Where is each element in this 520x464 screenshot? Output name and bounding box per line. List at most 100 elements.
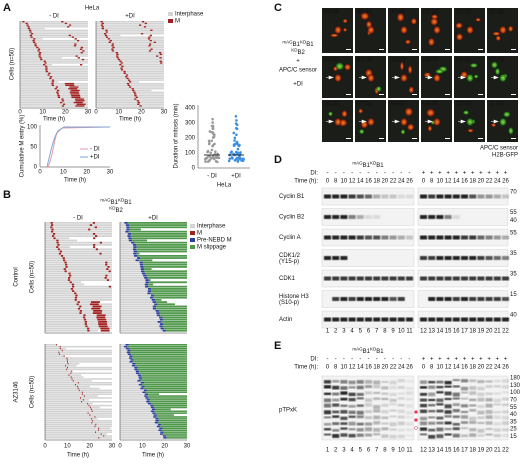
cell [367, 25, 375, 35]
cell [425, 108, 436, 118]
raster-bar [45, 385, 91, 388]
blot [321, 249, 415, 267]
raster-bar [160, 425, 187, 428]
cell [434, 68, 445, 75]
raster-bar [74, 98, 85, 100]
raster-bar [45, 368, 112, 371]
raster-bar [154, 303, 158, 306]
band [469, 421, 477, 424]
mw-label: 40 [510, 412, 517, 418]
label: + [430, 171, 434, 177]
cell [334, 61, 345, 71]
raster-bar [45, 296, 112, 299]
raster-bar [133, 246, 137, 248]
raster-bar [153, 414, 157, 416]
row-label: Histone H3 [279, 294, 309, 300]
raster-bar [45, 235, 112, 237]
label: - [384, 357, 386, 363]
band [340, 386, 348, 390]
raster-bar [45, 357, 112, 359]
label: 24 [494, 179, 501, 185]
raster-bar [120, 408, 171, 411]
band [461, 386, 468, 391]
raster-bar [112, 46, 115, 49]
band [389, 392, 397, 397]
raster-bar [56, 89, 60, 92]
raster-bar [131, 241, 135, 244]
raster-bar [45, 283, 85, 286]
raster-bar [116, 53, 119, 56]
raster-bar [147, 38, 151, 40]
y-tick-label: 200 [185, 136, 196, 142]
label: - [392, 171, 394, 177]
band [461, 434, 468, 438]
raster-bar [96, 64, 164, 66]
lane-number: 1 [326, 448, 330, 454]
raster-bar [140, 268, 145, 270]
raster-bar [20, 72, 88, 74]
band [381, 434, 389, 438]
label: 18 [373, 365, 380, 371]
raster-bar [87, 327, 90, 330]
raster-bar [147, 290, 152, 292]
label: HeLa [85, 6, 100, 12]
band [444, 235, 452, 240]
raster-bar [149, 399, 187, 401]
raster-bar [96, 50, 164, 52]
raster-bar [100, 24, 104, 26]
raster-bar [57, 96, 61, 99]
raster-bar [120, 427, 187, 430]
raster-bar [45, 274, 112, 277]
band [332, 235, 340, 240]
dot [206, 150, 209, 154]
band [324, 380, 331, 384]
cell [327, 111, 334, 117]
raster-bar [27, 27, 31, 30]
raster-bar [127, 353, 132, 356]
band [356, 422, 364, 426]
raster-bar [45, 290, 112, 292]
raster-bar [145, 391, 187, 394]
band [469, 235, 477, 240]
raster-bar [141, 21, 145, 23]
band [406, 379, 413, 383]
raster-bar [128, 79, 131, 81]
raster-bar [140, 387, 144, 390]
band [502, 403, 509, 407]
mw-label: 35 [510, 272, 517, 278]
raster-bar [159, 323, 164, 325]
band [340, 256, 348, 260]
band [373, 409, 381, 413]
raster-bar [151, 288, 187, 290]
raster-bar [125, 224, 130, 226]
dot [234, 114, 238, 118]
raster-bar [20, 36, 88, 38]
raster-bar [131, 88, 134, 90]
raster-bar [88, 404, 90, 407]
raster-bar [94, 416, 96, 418]
band [502, 256, 509, 260]
cell [495, 35, 502, 42]
raster-bar [20, 21, 88, 23]
header-part: B2 [297, 50, 305, 56]
raster-bar [154, 406, 187, 409]
band [406, 416, 413, 419]
mw-label: 55 [510, 231, 517, 237]
label: 16 [365, 179, 372, 185]
raster-bar [155, 310, 159, 312]
raster-bar [160, 327, 164, 330]
dot [232, 144, 236, 147]
label: + [455, 357, 459, 363]
raster-bar [68, 88, 78, 90]
band [477, 317, 485, 322]
band [389, 317, 397, 322]
raster-bar [120, 414, 174, 416]
raster-bar [45, 363, 80, 365]
cell [454, 22, 464, 29]
legend-label: H2B-GFP [492, 153, 518, 159]
raster-bar [139, 105, 142, 107]
row-label: Cyclin B2 [279, 215, 305, 221]
band [477, 386, 485, 391]
raster-bar [65, 84, 75, 87]
band [428, 194, 436, 199]
